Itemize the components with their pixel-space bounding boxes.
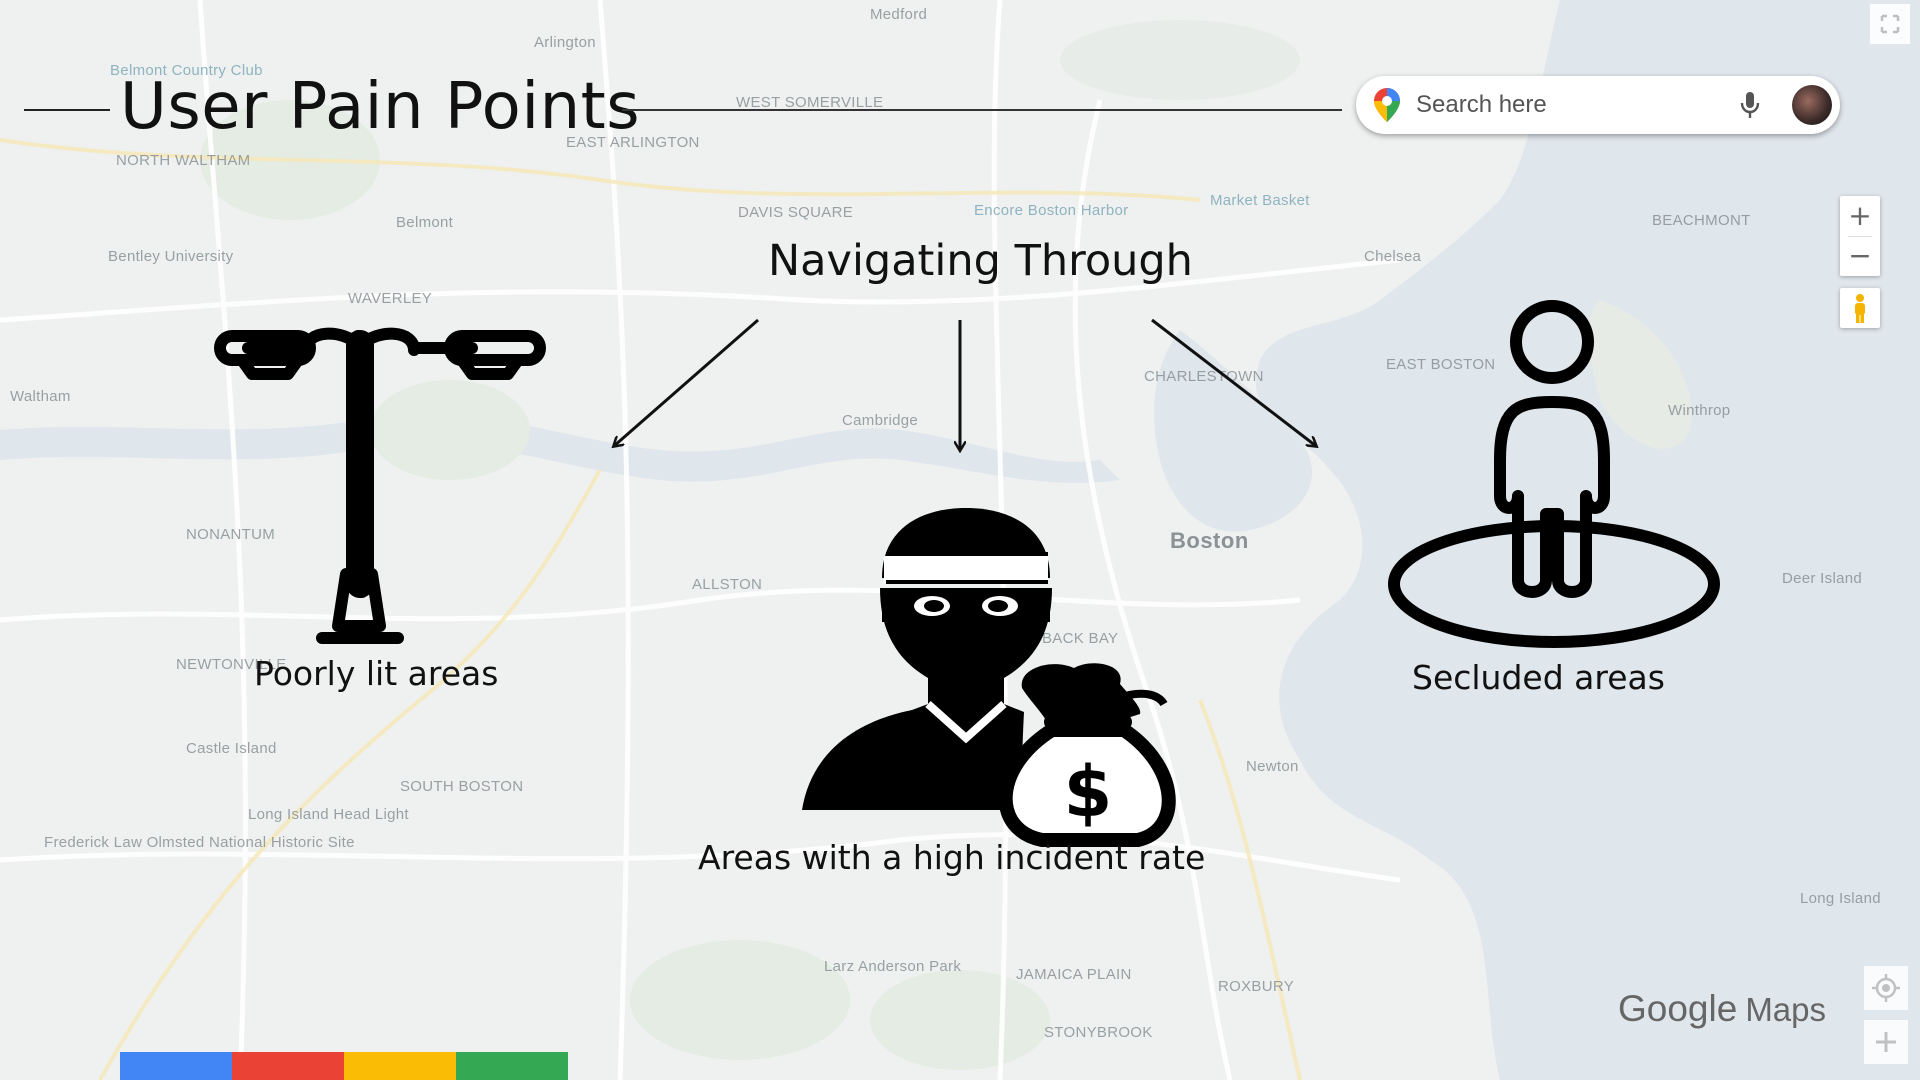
map-label: STONYBROOK (1044, 1024, 1153, 1041)
color-bar-red (232, 1052, 344, 1080)
map-label: Belmont Country Club (110, 62, 263, 79)
map-label: Larz Anderson Park (824, 958, 962, 975)
caption-poorly-lit: Poorly lit areas (254, 654, 499, 693)
map-label: EAST BOSTON (1386, 356, 1496, 373)
map-label: Encore Boston Harbor (974, 202, 1129, 219)
map-label: NORTH WALTHAM (116, 152, 251, 169)
map-label: ALLSTON (692, 576, 763, 593)
pegman-icon[interactable] (1840, 288, 1880, 328)
google-maps-wordmark: Google Maps (1618, 988, 1826, 1030)
map-label: BACK BAY (1042, 630, 1119, 647)
section-heading: Navigating Through (768, 236, 1193, 286)
wordmark-google: Google (1618, 988, 1738, 1029)
zoom-in-icon[interactable] (1864, 1020, 1908, 1064)
map-label: ROXBURY (1218, 978, 1295, 995)
color-bar-yellow (344, 1052, 456, 1080)
map-label: Cambridge (842, 412, 919, 429)
map-label: DAVIS SQUARE (738, 204, 854, 221)
map-label: Newton (1246, 758, 1299, 775)
map-label: SOUTH BOSTON (400, 778, 524, 795)
fullscreen-icon[interactable] (1870, 4, 1910, 44)
map-label: Boston (1170, 528, 1249, 553)
map-label: Deer Island (1782, 570, 1863, 587)
map-label: Market Basket (1210, 192, 1310, 209)
maps-pin-icon (1374, 88, 1400, 126)
zoom-in-icon[interactable]: + (1848, 199, 1872, 232)
map-label: Bentley University (108, 248, 234, 265)
map-label: JAMAICA PLAIN (1016, 966, 1132, 983)
svg-text:$: $ (1064, 751, 1113, 833)
avatar[interactable] (1792, 85, 1832, 125)
street-lamp-icon (214, 327, 546, 644)
caption-secluded: Secluded areas (1412, 658, 1665, 697)
map-label: NEWTONVILLE (176, 656, 287, 673)
map-label: NONANTUM (186, 526, 276, 543)
caption-high-incident: Areas with a high incident rate (698, 838, 1206, 877)
wordmark-maps: Maps (1745, 991, 1827, 1028)
map-label: Long Island (1800, 890, 1881, 907)
map-label: BEACHMONT (1652, 212, 1751, 229)
microphone-icon[interactable] (1740, 90, 1760, 124)
divider (1848, 236, 1872, 237)
zoom-control: + − (1840, 196, 1880, 276)
search-input[interactable]: Search here (1416, 91, 1547, 118)
map-label: WAVERLEY (348, 290, 433, 307)
isolated-person-icon (1388, 300, 1720, 648)
title-rule-left (24, 109, 110, 111)
map-label: Castle Island (186, 740, 277, 757)
map-label: Belmont (396, 214, 454, 231)
search-bar[interactable]: Search here (1356, 76, 1840, 134)
my-location-icon[interactable] (1864, 966, 1908, 1010)
map-label: WEST SOMERVILLE (736, 94, 884, 111)
map-label: CHARLESTOWN (1144, 368, 1264, 385)
color-bar-green (456, 1052, 568, 1080)
map-label: Waltham (10, 388, 71, 405)
color-bar-blue (120, 1052, 232, 1080)
map-label: Frederick Law Olmsted National Historic … (44, 834, 355, 851)
map-label: Chelsea (1364, 248, 1422, 265)
thief-with-money-bag-icon: $ (802, 508, 1176, 847)
title-rule-right (622, 109, 1342, 111)
map-label: Medford (870, 6, 928, 23)
map-label: Winthrop (1668, 402, 1731, 419)
map-label: Long Island Head Light (248, 806, 409, 823)
map-label: EAST ARLINGTON (566, 134, 700, 151)
zoom-out-icon[interactable]: − (1848, 239, 1872, 272)
page-title: User Pain Points (120, 70, 641, 144)
map-label: Arlington (534, 34, 596, 51)
